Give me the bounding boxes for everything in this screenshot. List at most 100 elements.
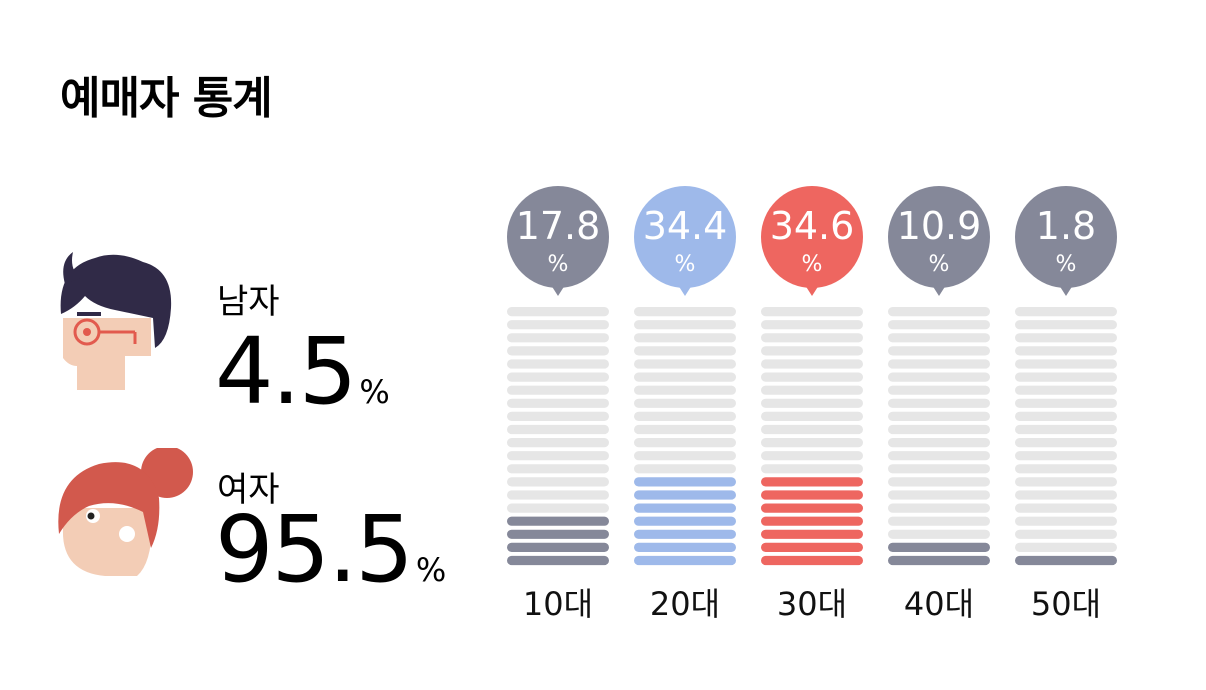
bar-segment-empty xyxy=(888,372,990,382)
male-label: 남자 xyxy=(217,282,280,322)
bar-segment-empty xyxy=(507,424,609,435)
value-bubble: 17.8% xyxy=(507,186,609,296)
bar-segment-empty xyxy=(634,307,736,317)
bar-segment-empty xyxy=(888,503,990,513)
bar-segment-filled xyxy=(761,503,863,513)
bar-segment-empty xyxy=(507,398,609,408)
data-label-unit: % xyxy=(802,252,823,277)
bar-segment-empty xyxy=(634,320,736,330)
bar-segment-filled xyxy=(761,542,863,552)
bar-segment-empty xyxy=(1015,320,1117,330)
value-bubble: 10.9% xyxy=(888,186,990,296)
bar-segment-filled xyxy=(888,555,990,566)
value-bubble: 34.4% xyxy=(634,186,736,296)
bar-segment-empty xyxy=(888,490,990,500)
bar-segment-empty xyxy=(888,359,990,369)
bar-segment-filled xyxy=(507,542,609,552)
bar-segment-empty xyxy=(761,307,863,317)
female-percentage: 95.5 xyxy=(215,496,414,603)
bar-segment-filled xyxy=(634,490,736,500)
bar-segment-empty xyxy=(761,398,863,408)
bar-segment-empty xyxy=(888,438,990,448)
bar-segment-empty xyxy=(507,333,609,343)
value-bubble: 34.6% xyxy=(761,186,863,296)
bar-column: 10.9% 40대 xyxy=(888,186,990,623)
data-label-unit: % xyxy=(1056,252,1077,277)
bar-segment-empty xyxy=(1015,516,1117,526)
category-label: 10대 xyxy=(523,585,593,623)
bar-segment-empty xyxy=(888,307,990,317)
category-label: 20대 xyxy=(650,585,720,623)
bar-segment-filled xyxy=(634,555,736,566)
bar-segment-empty xyxy=(888,516,990,526)
bar-segment-filled xyxy=(761,555,863,566)
bar-segment-filled xyxy=(1015,555,1117,566)
bar-segment-empty xyxy=(507,359,609,369)
bar-segment-empty xyxy=(1015,503,1117,513)
bar-segment-filled xyxy=(507,555,609,566)
bar-segment-empty xyxy=(1015,438,1117,448)
bar-segment-empty xyxy=(1015,542,1117,552)
bar-segment-empty xyxy=(1015,464,1117,474)
male-stat: 남자 4.5% xyxy=(55,248,475,418)
bar-segment-empty xyxy=(1015,359,1117,369)
male-unit: % xyxy=(359,373,390,411)
female-unit: % xyxy=(415,551,447,589)
bar-segment-empty xyxy=(634,424,736,435)
bar-segment-empty xyxy=(1015,333,1117,343)
bar-segment-empty xyxy=(761,451,863,461)
bar-segment-empty xyxy=(761,320,863,330)
data-label: 34.4 xyxy=(643,204,728,248)
data-label-unit: % xyxy=(548,252,569,277)
bar-segment-filled xyxy=(634,503,736,513)
bar-segment-empty xyxy=(507,503,609,513)
bar-segment-empty xyxy=(634,411,736,421)
bar-segment-empty xyxy=(507,372,609,382)
bar-column: 34.6% 30대 xyxy=(761,186,863,623)
bar-segment-empty xyxy=(761,372,863,382)
bar-segment-empty xyxy=(634,333,736,343)
bar-segment-empty xyxy=(634,359,736,369)
bar-column: 34.4% 20대 xyxy=(634,186,736,623)
bar-segment-empty xyxy=(507,320,609,330)
male-avatar-icon xyxy=(60,252,172,390)
bar-segment-empty xyxy=(888,477,990,487)
bar-segment-empty xyxy=(507,477,609,487)
bar-segment-empty xyxy=(1015,411,1117,421)
bar-segment-empty xyxy=(507,464,609,474)
bar-segment-empty xyxy=(761,438,863,448)
bar-segment-empty xyxy=(761,385,863,395)
category-label: 40대 xyxy=(904,585,974,623)
bar-segment-filled xyxy=(507,529,609,539)
value-bubble: 1.8% xyxy=(1015,186,1117,296)
bar-segment-empty xyxy=(507,307,609,317)
bar-column: 17.8% 10대 xyxy=(507,186,609,623)
bar-segment-filled xyxy=(761,516,863,526)
bar-segment-empty xyxy=(634,346,736,356)
bar-segment-filled xyxy=(761,477,863,487)
bar-segment-empty xyxy=(1015,307,1117,317)
data-label-unit: % xyxy=(675,252,696,277)
female-avatar-icon xyxy=(58,448,193,576)
bar-segment-filled xyxy=(634,529,736,539)
bar-segment-empty xyxy=(507,411,609,421)
category-label: 50대 xyxy=(1031,585,1101,623)
bar-segment-empty xyxy=(634,464,736,474)
bar-segment-empty xyxy=(1015,346,1117,356)
bar-segment-empty xyxy=(1015,490,1117,500)
bar-segment-empty xyxy=(1015,385,1117,395)
bar-segment-empty xyxy=(888,451,990,461)
bar-segment-filled xyxy=(507,516,609,526)
bar-segment-empty xyxy=(634,372,736,382)
bar-segment-empty xyxy=(507,490,609,500)
male-percentage: 4.5 xyxy=(215,318,357,425)
bar-segment-empty xyxy=(1015,372,1117,382)
bar-segment-empty xyxy=(761,346,863,356)
bar-segment-filled xyxy=(634,542,736,552)
bar-segment-empty xyxy=(1015,529,1117,539)
data-label-unit: % xyxy=(929,252,950,277)
bar-segment-empty xyxy=(634,438,736,448)
bar-segment-empty xyxy=(888,346,990,356)
bar-segment-empty xyxy=(888,411,990,421)
